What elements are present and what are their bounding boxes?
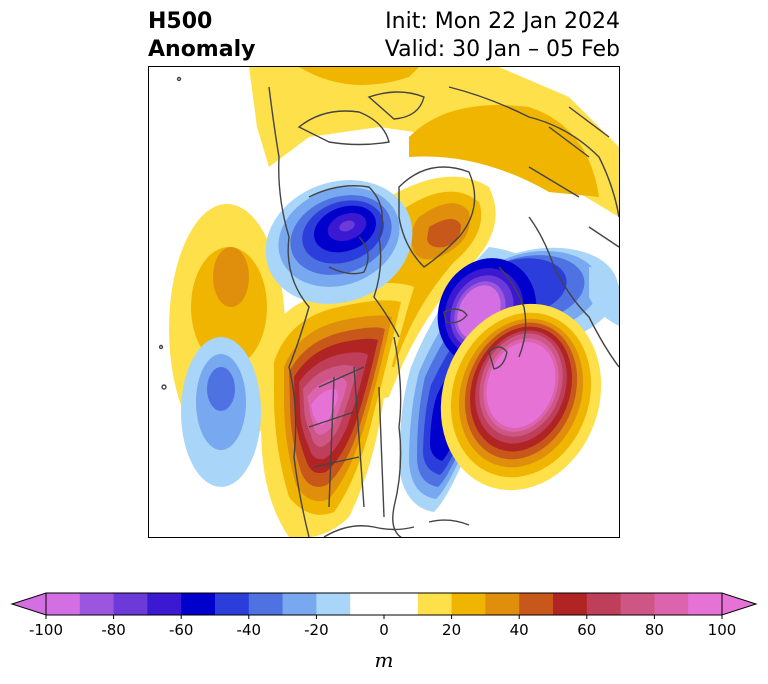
colorbar-swatch bbox=[519, 593, 554, 615]
colorbar-swatch bbox=[316, 593, 351, 615]
colorbar-swatch bbox=[248, 593, 284, 615]
anomaly-asia-negative bbox=[589, 267, 619, 327]
colorbar-tick-label: 20 bbox=[442, 621, 461, 639]
colorbar-tick-label: -60 bbox=[169, 621, 194, 639]
colorbar-swatch bbox=[417, 593, 453, 615]
anomaly-map bbox=[148, 66, 620, 538]
colorbar-swatch bbox=[181, 593, 216, 615]
anomaly-map-svg bbox=[158, 67, 619, 537]
title-right: Init: Mon 22 Jan 2024 Valid: 30 Jan – 05… bbox=[385, 8, 620, 64]
init-time: Init: Mon 22 Jan 2024 bbox=[385, 9, 620, 34]
colorbar-ticks: -100 -80 -60 -40 -20 0 20 40 60 80 100 bbox=[29, 615, 736, 639]
colorbar-swatch bbox=[147, 593, 182, 615]
colorbar-tick-label: 40 bbox=[510, 621, 529, 639]
colorbar-swatch bbox=[688, 593, 723, 615]
colorbar-tick-label: 60 bbox=[577, 621, 596, 639]
colorbar-swatches bbox=[10, 592, 758, 616]
colorbar-swatch bbox=[586, 593, 622, 615]
title-line2: Anomaly bbox=[148, 37, 256, 62]
colorbar-swatch bbox=[46, 593, 81, 615]
colorbar-tick-label: 0 bbox=[379, 621, 389, 639]
anomaly-canada-negative bbox=[265, 180, 413, 304]
colorbar-swatch bbox=[654, 593, 689, 615]
colorbar-swatch bbox=[485, 593, 520, 615]
coastlines bbox=[158, 76, 619, 537]
colorbar-swatch bbox=[79, 593, 115, 615]
valid-time: Valid: 30 Jan – 05 Feb bbox=[384, 37, 620, 62]
colorbar-swatch bbox=[350, 593, 419, 615]
anomaly-atlantic-positive bbox=[440, 303, 602, 491]
colorbar-unit-label: m bbox=[375, 648, 394, 672]
colorbar-extend-max bbox=[721, 592, 758, 616]
colorbar-swatch bbox=[282, 593, 317, 615]
colorbar-swatch bbox=[620, 593, 655, 615]
colorbar-tick-label: -80 bbox=[101, 621, 126, 639]
colorbar-swatch bbox=[553, 593, 588, 615]
colorbar-tick-label: -20 bbox=[304, 621, 329, 639]
colorbar-swatch bbox=[215, 593, 250, 615]
title-line1: H500 bbox=[148, 9, 213, 34]
title-left: H500 Anomaly bbox=[148, 8, 255, 64]
colorbar: -100 -80 -60 -40 -20 0 20 40 60 80 100 m bbox=[10, 592, 758, 672]
colorbar-tick-label: -40 bbox=[237, 621, 262, 639]
colorbar-tick-label: 100 bbox=[708, 621, 737, 639]
colorbar-tick-label: -100 bbox=[29, 621, 63, 639]
colorbar-swatch bbox=[113, 593, 148, 615]
anomaly-east-pacific-negative bbox=[181, 337, 261, 487]
colorbar-extend-min bbox=[10, 592, 47, 616]
anomaly-west-us-positive bbox=[261, 283, 414, 537]
colorbar-swatch bbox=[451, 593, 486, 615]
colorbar-tick-label: 80 bbox=[645, 621, 664, 639]
